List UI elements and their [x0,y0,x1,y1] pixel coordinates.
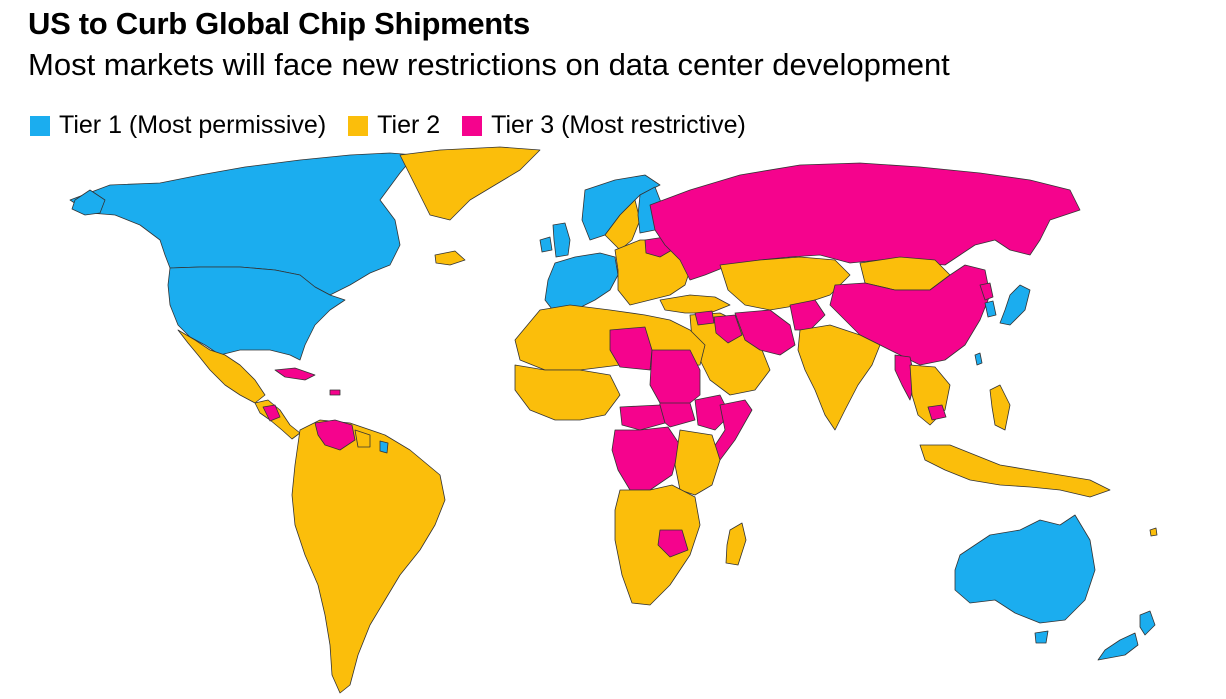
legend: Tier 1 (Most permissive) Tier 2 Tier 3 (… [30,111,768,140]
region-russia [649,162,1081,281]
region-australia [1034,630,1049,644]
region-central-african-republic [619,404,666,431]
legend-item-tier-2: Tier 2 [348,111,440,140]
region-turkey [659,294,731,314]
region-indonesia [919,444,1111,498]
region-japan [999,284,1031,326]
region-southern-africa [614,484,701,606]
region-somalia [711,399,753,461]
region-central-asia [719,256,851,311]
region-cuba [329,389,341,396]
region-french-guiana [379,440,389,454]
legend-item-tier-1: Tier 1 (Most permissive) [30,111,326,140]
region-west-africa [514,364,621,421]
region-indonesia [1149,527,1158,537]
region-iceland [434,250,466,266]
region-dr-congo [611,426,681,491]
legend-label-tier-1: Tier 1 (Most permissive) [59,111,327,139]
legend-item-tier-3: Tier 3 (Most restrictive) [462,111,746,140]
region-cuba [274,367,316,381]
chart-subtitle: Most markets will face new restrictions … [28,47,950,82]
world-map [69,146,1158,694]
region-united-states [167,266,346,361]
region-north-korea [979,282,994,301]
region-central-america [254,399,301,440]
region-nicaragua [262,404,281,422]
region-ethiopia [694,394,731,431]
region-united-kingdom [552,222,571,258]
region-western-europe [544,252,619,314]
region-syria [694,310,715,326]
legend-swatch-tier-1 [30,115,50,136]
region-sudan [649,349,701,408]
legend-label-tier-2: Tier 2 [377,111,441,139]
region-zimbabwe [657,529,689,558]
region-madagascar [725,522,747,566]
region-philippines [989,384,1011,431]
region-australia [954,514,1096,624]
region-greenland [399,146,541,221]
legend-swatch-tier-3 [462,115,483,136]
region-new-zealand [1139,610,1156,636]
region-new-zealand [1097,632,1139,661]
region-india [797,324,881,431]
region-mexico [177,329,266,404]
region-taiwan [974,352,983,366]
region-east-africa [674,429,721,496]
region-south-korea [984,300,997,318]
region-canada [69,152,416,296]
region-iraq [713,314,743,344]
region-venezuela [314,419,356,451]
region-united-states [71,189,106,216]
legend-swatch-tier-2 [348,115,369,136]
legend-label-tier-3: Tier 3 (Most restrictive) [491,111,746,139]
region-libya [609,326,653,371]
region-south-america [291,419,446,694]
chart-title: US to Curb Global Chip Shipments [28,6,530,41]
region-ireland [539,236,553,253]
region-cambodia [927,404,947,421]
region-guyana [354,429,371,448]
region-iran [734,309,796,356]
region-afghanistan [789,299,826,331]
